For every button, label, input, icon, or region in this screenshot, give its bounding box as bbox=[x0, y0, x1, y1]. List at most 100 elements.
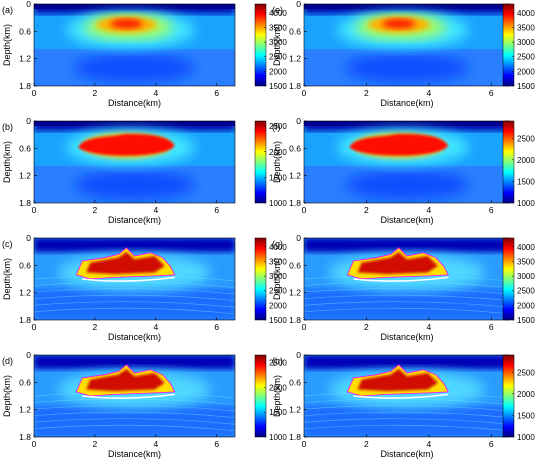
x-tick-label: 4 bbox=[426, 439, 431, 449]
velocity-image bbox=[34, 4, 235, 86]
colorbar-tick-label: 1500 bbox=[269, 82, 287, 91]
velocity-image bbox=[34, 238, 235, 320]
colorbar-tick-label: 1500 bbox=[269, 408, 287, 417]
x-axis-label: Distance(km) bbox=[108, 215, 161, 225]
colorbar-tick-label: 3500 bbox=[269, 23, 287, 32]
colorbar-tick-label: 3500 bbox=[517, 23, 535, 32]
colorbar-tick-label: 1500 bbox=[269, 316, 287, 325]
colorbar-tick-label: 2500 bbox=[269, 287, 287, 296]
y-tick-label: 1.8 bbox=[289, 81, 301, 91]
x-tick-label: 4 bbox=[426, 88, 431, 98]
y-tick-label: 0 bbox=[296, 116, 301, 126]
x-tick-label: 4 bbox=[426, 322, 431, 332]
panel-label: (c) bbox=[2, 239, 13, 249]
y-tick-label: 1.2 bbox=[289, 54, 301, 64]
x-axis-label: Distance(km) bbox=[380, 449, 433, 459]
y-tick-label: 1.8 bbox=[289, 198, 301, 208]
y-axis-label: Depth(km) bbox=[272, 141, 282, 183]
x-tick-label: 0 bbox=[302, 439, 307, 449]
y-tick-label: 1.2 bbox=[19, 171, 31, 181]
colorbar-tick-label: 3000 bbox=[269, 38, 287, 47]
x-tick-label: 2 bbox=[364, 322, 369, 332]
x-tick-label: 4 bbox=[153, 88, 158, 98]
colorbar-tick-label: 2500 bbox=[269, 358, 287, 367]
x-tick-label: 6 bbox=[214, 439, 219, 449]
colorbar-tick-label: 2500 bbox=[269, 53, 287, 62]
y-tick-label: 1.8 bbox=[289, 432, 301, 442]
x-tick-label: 6 bbox=[489, 439, 494, 449]
velocity-image bbox=[304, 355, 510, 437]
y-tick-label: 0 bbox=[26, 350, 31, 360]
panel-label: (e) bbox=[272, 5, 283, 15]
velocity-image bbox=[304, 121, 510, 203]
colorbar-tick-label: 2500 bbox=[517, 368, 535, 377]
x-tick-label: 0 bbox=[302, 322, 307, 332]
colorbar bbox=[254, 120, 267, 204]
colorbar-tick-label: 1000 bbox=[517, 199, 535, 208]
y-tick-label: 0.6 bbox=[289, 260, 301, 270]
colorbar-tick-label: 2000 bbox=[517, 301, 535, 310]
x-tick-label: 6 bbox=[489, 322, 494, 332]
panel-label: (g) bbox=[272, 239, 283, 249]
colorbar bbox=[254, 237, 267, 321]
colorbar-tick-label: 2500 bbox=[517, 287, 535, 296]
colorbar-tick-label: 2000 bbox=[269, 301, 287, 310]
y-tick-label: 1.2 bbox=[289, 288, 301, 298]
velocity-image bbox=[304, 238, 510, 320]
x-tick-label: 2 bbox=[364, 205, 369, 215]
x-tick-label: 0 bbox=[302, 88, 307, 98]
x-tick-label: 2 bbox=[364, 439, 369, 449]
x-tick-label: 4 bbox=[153, 322, 158, 332]
y-tick-label: 1.2 bbox=[289, 171, 301, 181]
colorbar-tick-label: 3500 bbox=[517, 257, 535, 266]
y-tick-label: 0.6 bbox=[289, 377, 301, 387]
colorbar-tick-label: 2500 bbox=[517, 134, 535, 143]
y-axis-label: Depth(km) bbox=[272, 24, 282, 66]
y-tick-label: 0.6 bbox=[19, 143, 31, 153]
x-tick-label: 0 bbox=[32, 88, 37, 98]
colorbar-tick-label: 4000 bbox=[269, 243, 287, 252]
y-tick-label: 1.8 bbox=[19, 198, 31, 208]
colorbar-tick-label: 3000 bbox=[517, 272, 535, 281]
colorbar bbox=[502, 120, 515, 204]
colorbar-tick-label: 1000 bbox=[517, 433, 535, 442]
x-tick-label: 6 bbox=[489, 88, 494, 98]
x-tick-label: 0 bbox=[302, 205, 307, 215]
x-tick-label: 4 bbox=[426, 205, 431, 215]
colorbar-tick-label: 3000 bbox=[269, 272, 287, 281]
x-axis-label: Distance(km) bbox=[380, 215, 433, 225]
panel-b: (b) 0 0.6 1.2 1.8 Depth(km) 0 2 4 6 Distance(km) 25… bbox=[2, 116, 287, 225]
y-axis-label: Depth(km) bbox=[2, 141, 12, 183]
y-tick-label: 1.8 bbox=[19, 81, 31, 91]
velocity-image bbox=[34, 121, 235, 203]
colorbar-tick-label: 4000 bbox=[269, 9, 287, 18]
y-axis-label: Depth(km) bbox=[2, 258, 12, 300]
colorbar bbox=[502, 354, 515, 438]
x-tick-label: 2 bbox=[364, 88, 369, 98]
colorbar-tick-label: 1500 bbox=[517, 411, 535, 420]
panel-h: (h) 0 0.6 1.2 1.8 Depth(km) 0 2 4 6 Distance(km) 25… bbox=[272, 350, 535, 459]
x-axis-label: Distance(km) bbox=[108, 98, 161, 108]
y-tick-label: 0.6 bbox=[289, 143, 301, 153]
x-tick-label: 2 bbox=[93, 439, 98, 449]
axes-frame bbox=[33, 3, 236, 87]
x-tick-label: 4 bbox=[153, 439, 158, 449]
x-tick-label: 0 bbox=[32, 205, 37, 215]
y-tick-label: 0.6 bbox=[289, 26, 301, 36]
colorbar-tick-label: 1000 bbox=[269, 199, 287, 208]
y-tick-label: 0.6 bbox=[19, 260, 31, 270]
x-tick-label: 0 bbox=[32, 439, 37, 449]
panel-label: (b) bbox=[2, 122, 13, 132]
y-tick-label: 1.2 bbox=[289, 405, 301, 415]
y-tick-label: 0 bbox=[26, 0, 31, 9]
colorbar-tick-label: 2500 bbox=[269, 122, 287, 131]
panel-e: (e) 0 0.6 1.2 1.8 Depth(km) 0 2 4 6 Distance(km) 40… bbox=[272, 0, 535, 108]
y-tick-label: 0 bbox=[296, 233, 301, 243]
y-tick-label: 0 bbox=[26, 116, 31, 126]
x-tick-label: 2 bbox=[93, 88, 98, 98]
colorbar-tick-label: 2000 bbox=[517, 67, 535, 76]
x-tick-label: 2 bbox=[93, 322, 98, 332]
colorbar-tick-label: 2000 bbox=[517, 156, 535, 165]
panel-label: (d) bbox=[2, 356, 13, 366]
